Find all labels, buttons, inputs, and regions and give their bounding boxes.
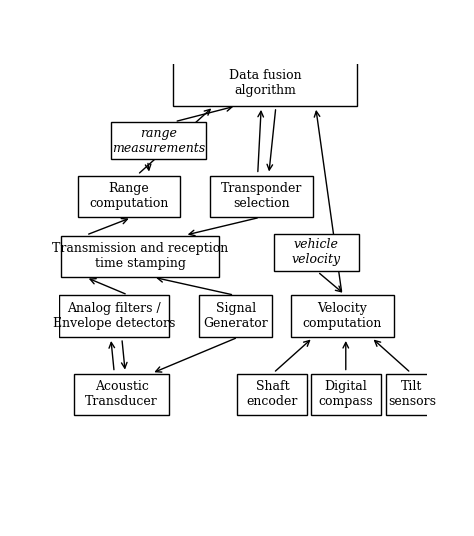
Text: Shaft
encoder: Shaft encoder xyxy=(246,381,298,408)
FancyBboxPatch shape xyxy=(61,236,219,277)
FancyBboxPatch shape xyxy=(274,234,359,271)
Text: Tilt
sensors: Tilt sensors xyxy=(388,381,436,408)
FancyBboxPatch shape xyxy=(199,295,272,337)
Text: Analog filters /
Envelope detectors: Analog filters / Envelope detectors xyxy=(53,302,175,330)
FancyBboxPatch shape xyxy=(386,374,438,415)
Text: Range
computation: Range computation xyxy=(90,182,169,211)
Text: Velocity
computation: Velocity computation xyxy=(302,302,382,330)
Text: Data fusion
algorithm: Data fusion algorithm xyxy=(228,69,301,97)
FancyBboxPatch shape xyxy=(110,122,206,159)
Text: Digital
compass: Digital compass xyxy=(319,381,373,408)
FancyBboxPatch shape xyxy=(173,60,357,106)
Text: vehicle
velocity: vehicle velocity xyxy=(292,238,341,266)
Text: Transponder
selection: Transponder selection xyxy=(220,182,302,211)
FancyBboxPatch shape xyxy=(311,374,381,415)
FancyBboxPatch shape xyxy=(59,295,169,337)
Text: range
measurements: range measurements xyxy=(112,126,205,155)
FancyBboxPatch shape xyxy=(291,295,393,337)
FancyBboxPatch shape xyxy=(74,374,170,415)
FancyBboxPatch shape xyxy=(210,176,313,217)
Text: Acoustic
Transducer: Acoustic Transducer xyxy=(85,381,158,408)
Text: Signal
Generator: Signal Generator xyxy=(203,302,268,330)
FancyBboxPatch shape xyxy=(78,176,181,217)
FancyBboxPatch shape xyxy=(237,374,307,415)
Text: Transmission and reception
time stamping: Transmission and reception time stamping xyxy=(52,242,228,270)
